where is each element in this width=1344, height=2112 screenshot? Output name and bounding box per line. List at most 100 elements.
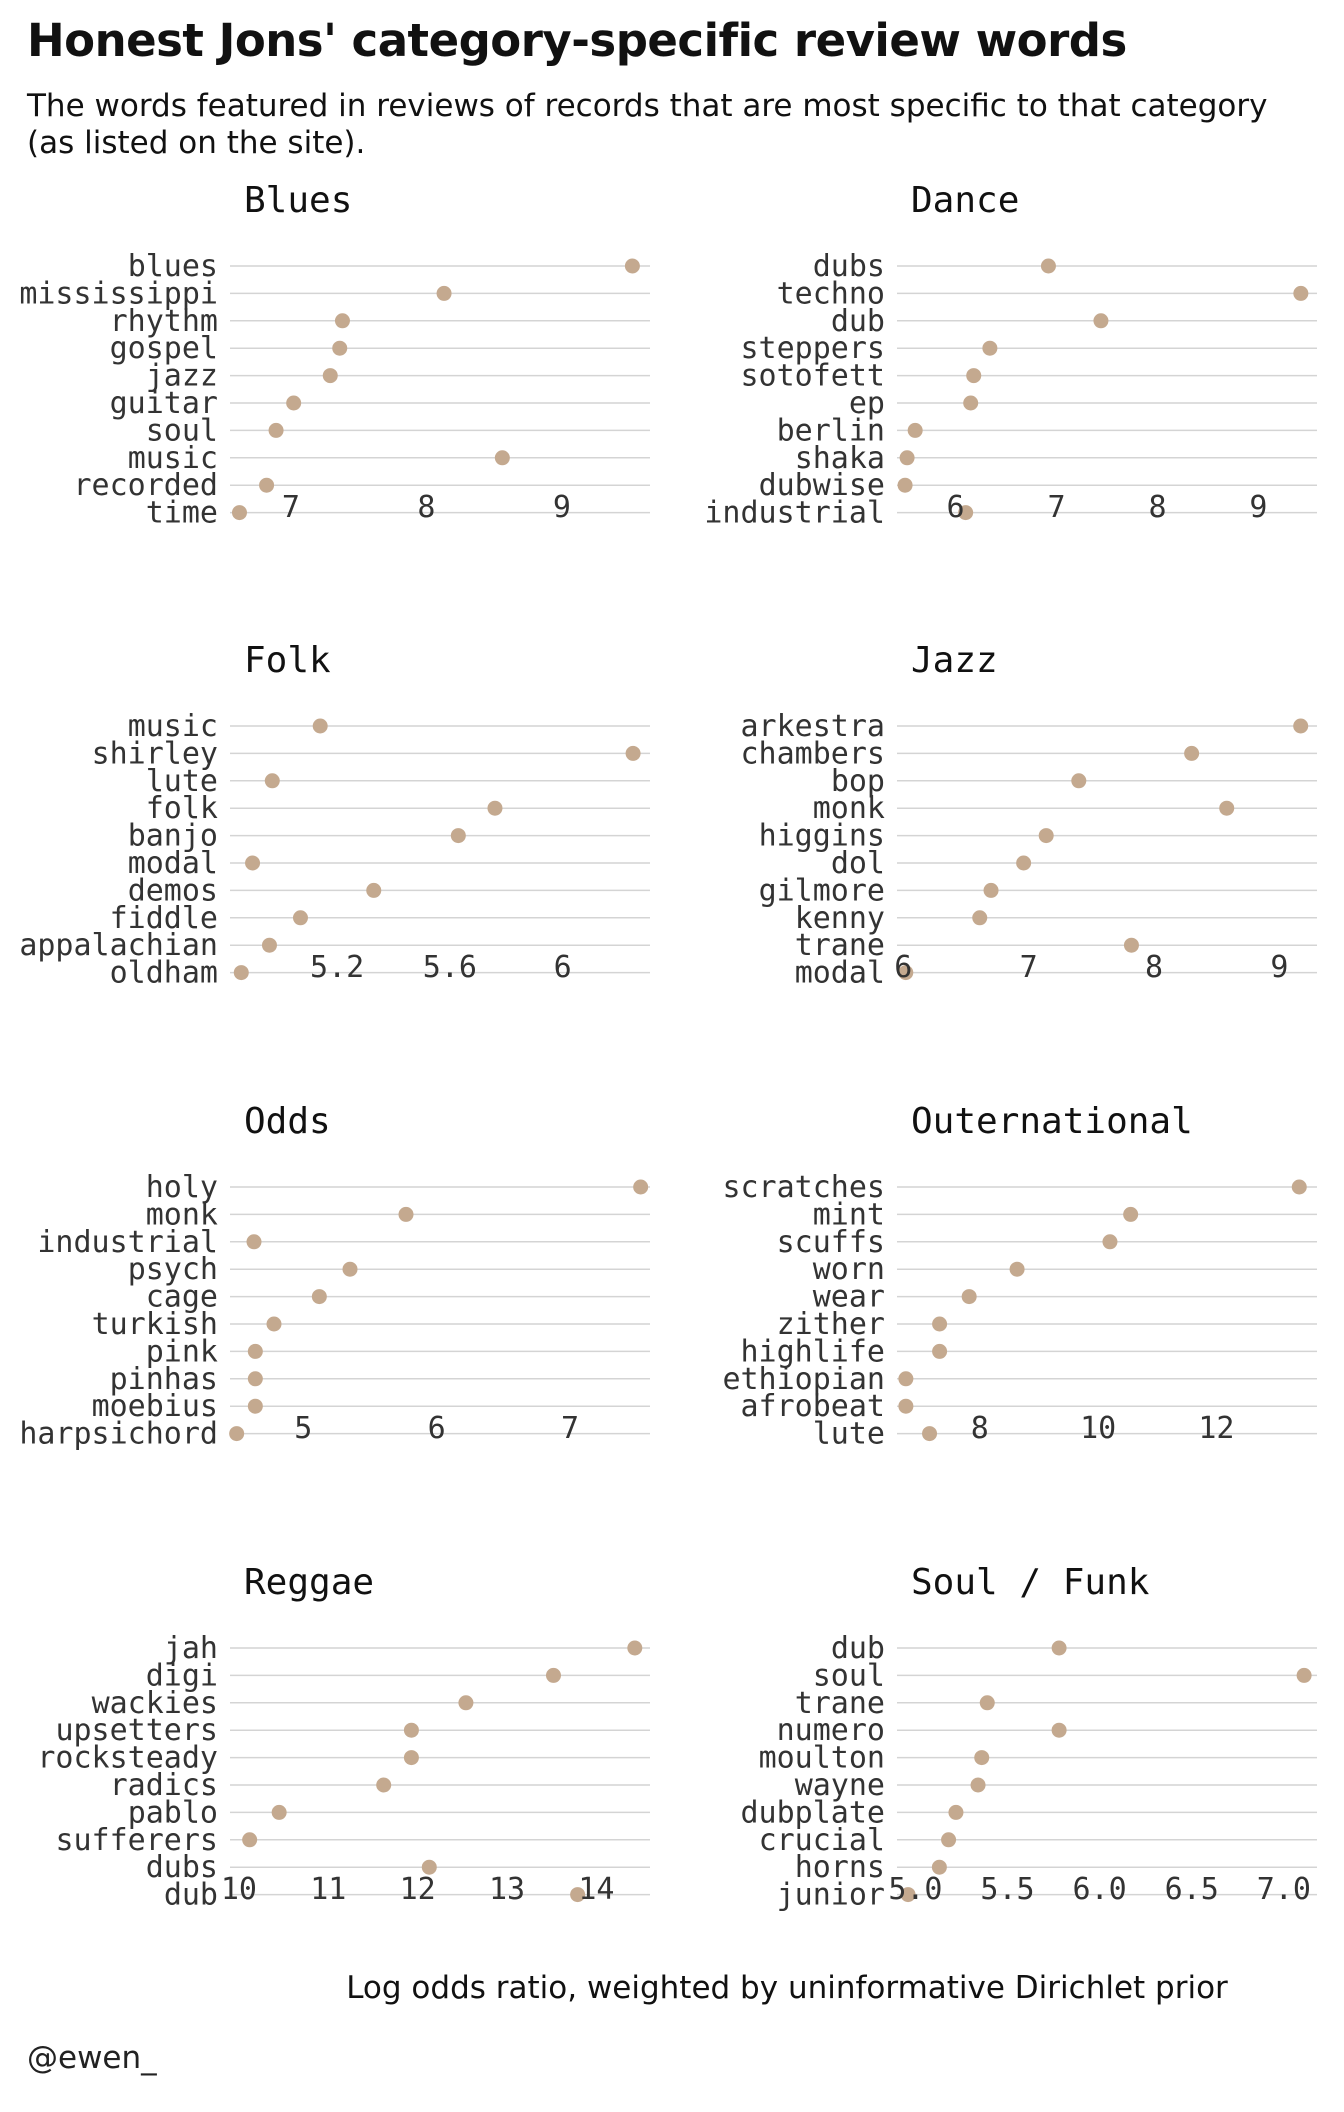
data-point: [1293, 718, 1309, 734]
word-label: music: [128, 441, 218, 476]
x-tick-label: 10: [221, 1872, 257, 1907]
word-label: lute: [146, 764, 218, 799]
data-point: [286, 395, 302, 411]
data-point: [898, 1398, 914, 1414]
x-tick-label: 11: [310, 1872, 346, 1907]
panel-title: Reggae: [244, 1562, 374, 1603]
x-tick-label: 5.2: [310, 950, 364, 985]
x-tick-label: 7: [561, 1411, 579, 1446]
panel-dance: Dance dubstechnodubstepperssotofettepberl…: [704, 180, 1317, 531]
word-label: mint: [813, 1197, 885, 1232]
word-label: radics: [110, 1768, 218, 1803]
data-point: [421, 1859, 437, 1875]
data-point: [983, 882, 999, 898]
word-label: appalachian: [19, 928, 218, 963]
word-label: moebius: [92, 1389, 218, 1424]
data-point: [982, 340, 998, 356]
data-point: [932, 1316, 948, 1332]
panel-title: Outernational: [911, 1101, 1193, 1142]
word-label: higgins: [759, 819, 885, 854]
data-point: [242, 1832, 258, 1848]
author-caption: @ewen_: [27, 2040, 157, 2076]
data-point: [1296, 1667, 1312, 1683]
word-label: mississippi: [19, 276, 218, 311]
word-label: ethiopian: [722, 1362, 885, 1397]
panel-title: Folk: [244, 640, 331, 681]
data-point: [970, 1777, 986, 1793]
word-label: highlife: [741, 1334, 886, 1369]
panel-title: Dance: [911, 180, 1019, 221]
x-tick-label: 8: [971, 1411, 989, 1446]
data-point: [246, 1234, 262, 1250]
word-label: jazz: [146, 359, 218, 394]
word-label: harpsichord: [19, 1417, 218, 1452]
word-label: soul: [813, 1658, 885, 1693]
word-label: arkestra: [741, 709, 886, 744]
data-point: [941, 1832, 957, 1848]
x-tick-label: 7: [1020, 950, 1038, 985]
word-label: afrobeat: [741, 1389, 886, 1424]
x-tick-label: 9: [1249, 490, 1267, 525]
data-point: [1051, 1722, 1067, 1738]
data-point: [898, 965, 914, 981]
data-point: [1051, 1640, 1067, 1656]
data-point: [899, 450, 915, 466]
data-point: [625, 745, 641, 761]
word-label: chambers: [741, 736, 886, 771]
word-label: scuffs: [777, 1225, 885, 1260]
x-tick-label: 6.0: [1073, 1872, 1127, 1907]
data-point: [1071, 773, 1087, 789]
data-point: [1102, 1234, 1118, 1250]
word-label: wayne: [795, 1768, 885, 1803]
data-point: [1093, 313, 1109, 329]
word-label: monk: [813, 791, 885, 826]
x-tick-label: 5.0: [888, 1872, 942, 1907]
word-label: zither: [777, 1307, 885, 1342]
data-point: [1123, 937, 1139, 953]
x-tick-label: 9: [553, 490, 571, 525]
x-tick-label: 10: [1080, 1411, 1116, 1446]
word-label: recorded: [74, 468, 219, 503]
x-tick-label: 6: [947, 490, 965, 525]
data-point: [366, 882, 382, 898]
data-point: [922, 1426, 938, 1442]
word-label: dubs: [146, 1850, 218, 1885]
word-label: modal: [128, 846, 218, 881]
data-point: [403, 1750, 419, 1766]
word-label: steppers: [741, 331, 886, 366]
word-label: psych: [128, 1252, 218, 1287]
data-point: [948, 1804, 964, 1820]
chart-title: Honest Jons' category-specific review wo…: [27, 14, 1127, 67]
panel-soul-funk: Soul / Funk dubsoultranenumeromoultonwayn…: [741, 1562, 1317, 1913]
data-point: [247, 1371, 263, 1387]
word-label: jah: [164, 1631, 218, 1666]
data-point: [376, 1777, 392, 1793]
x-tick-label: 7: [282, 490, 300, 525]
word-label: crucial: [759, 1823, 885, 1858]
word-label: wackies: [92, 1686, 218, 1721]
data-point: [1016, 855, 1032, 871]
x-tick-label: 5.6: [423, 950, 477, 985]
data-point: [1184, 745, 1200, 761]
data-point: [261, 937, 277, 953]
data-point: [398, 1206, 414, 1222]
word-label: industrial: [37, 1225, 218, 1260]
word-label: pinhas: [110, 1362, 218, 1397]
data-point: [494, 450, 510, 466]
x-tick-label: 9: [1270, 950, 1288, 985]
word-label: dubs: [813, 249, 885, 284]
word-label: junior: [777, 1878, 885, 1913]
x-tick-label: 13: [489, 1872, 525, 1907]
word-label: dub: [164, 1878, 218, 1913]
panel-title: Blues: [244, 180, 352, 221]
data-point: [259, 477, 275, 493]
word-label: monk: [146, 1197, 218, 1232]
word-label: turkish: [92, 1307, 218, 1342]
x-tick-label: 14: [578, 1872, 614, 1907]
word-label: gilmore: [759, 873, 885, 908]
word-label: soul: [146, 413, 218, 448]
data-point: [245, 855, 261, 871]
data-point: [247, 1343, 263, 1359]
panel-jazz: Jazz arkestrachambersbopmonkhigginsdolgil…: [741, 640, 1317, 991]
